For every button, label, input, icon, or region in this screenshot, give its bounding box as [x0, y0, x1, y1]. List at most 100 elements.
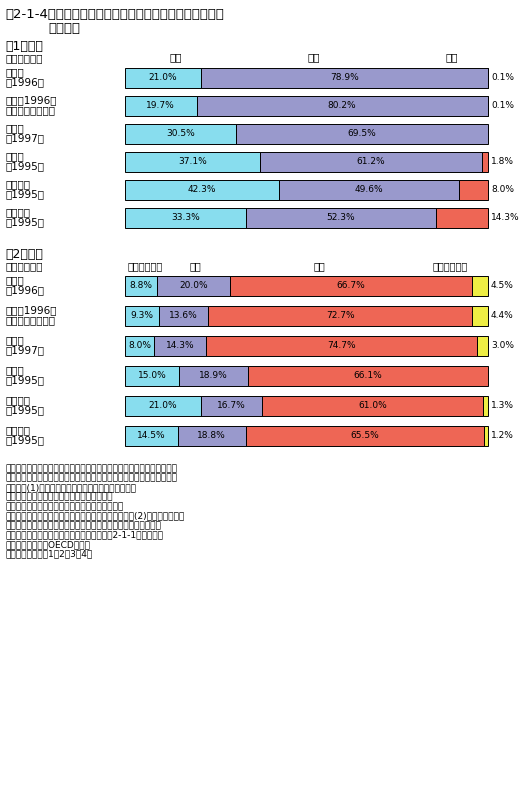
Text: 18.9%: 18.9%: [199, 372, 228, 381]
Text: 4.4%: 4.4%: [491, 312, 514, 321]
Bar: [236, 124, 488, 144]
Bar: [206, 336, 477, 356]
Text: （1995）: （1995）: [5, 217, 44, 227]
Bar: [472, 306, 488, 326]
Text: 21.0%: 21.0%: [149, 402, 177, 411]
Text: 14.3%: 14.3%: [491, 214, 519, 223]
Text: 国名（年度）: 国名（年度）: [5, 53, 42, 63]
Text: 1.3%: 1.3%: [491, 402, 514, 411]
Text: 政府研究機関: 政府研究機関: [127, 261, 162, 271]
Text: ２．(1)負担では政府と外国以外を民間とした。: ２．(1)負担では政府と外国以外を民間とした。: [5, 483, 136, 492]
Bar: [246, 208, 436, 228]
Text: ドイツ: ドイツ: [5, 365, 23, 375]
Text: 産業: 産業: [313, 261, 325, 271]
Bar: [472, 276, 488, 296]
Text: 0.1%: 0.1%: [491, 101, 514, 110]
Text: 49.6%: 49.6%: [354, 185, 383, 194]
Text: 8.0%: 8.0%: [491, 185, 514, 194]
Bar: [159, 306, 208, 326]
Text: フランス: フランス: [5, 179, 30, 189]
Text: 66.7%: 66.7%: [336, 282, 365, 291]
Text: 72.7%: 72.7%: [326, 312, 354, 321]
Text: ３．日本は四捨五入を含んだ値である。: ３．日本は四捨五入を含んだ値である。: [5, 492, 113, 501]
Text: 研究機関」の研究費は「政府研究機関」に含まれている。: 研究機関」の研究費は「政府研究機関」に含まれている。: [5, 521, 161, 530]
Text: （1996）: （1996）: [5, 77, 44, 87]
Text: 65.5%: 65.5%: [350, 432, 379, 441]
Text: 大学: 大学: [190, 261, 201, 271]
Bar: [279, 180, 459, 200]
Bar: [177, 426, 246, 446]
Text: 19.7%: 19.7%: [146, 101, 175, 110]
Text: （1）負担: （1）負担: [5, 40, 43, 53]
Text: 1.8%: 1.8%: [491, 157, 514, 167]
Text: （1997）: （1997）: [5, 133, 44, 143]
Text: 74.7%: 74.7%: [327, 342, 356, 351]
Text: （1995）: （1995）: [5, 189, 44, 199]
Text: 8.8%: 8.8%: [129, 282, 152, 291]
Bar: [484, 426, 488, 446]
Text: 14.5%: 14.5%: [137, 432, 165, 441]
Text: 18.8%: 18.8%: [197, 432, 226, 441]
Text: 4.5%: 4.5%: [491, 282, 514, 291]
Text: （1995）: （1995）: [5, 161, 44, 171]
Text: 注）１．国際比較を行うため、各国とも人文・社会科学を含めている。: 注）１．国際比較を行うため、各国とも人文・社会科学を含めている。: [5, 464, 177, 473]
Bar: [482, 152, 489, 172]
Text: 42.3%: 42.3%: [187, 185, 216, 194]
Text: 52.3%: 52.3%: [326, 214, 355, 223]
Bar: [259, 152, 482, 172]
Text: （1997）: （1997）: [5, 345, 44, 355]
Text: 13.6%: 13.6%: [169, 312, 198, 321]
Bar: [125, 336, 154, 356]
Bar: [125, 208, 246, 228]
Text: 1.2%: 1.2%: [491, 432, 514, 441]
Bar: [196, 96, 488, 116]
Text: ドイツ: ドイツ: [5, 151, 23, 161]
Bar: [125, 366, 180, 386]
Bar: [154, 336, 206, 356]
Text: （1995）: （1995）: [5, 435, 44, 445]
Text: 78.9%: 78.9%: [330, 74, 359, 83]
Text: 80.2%: 80.2%: [328, 101, 357, 110]
Bar: [246, 426, 484, 446]
Text: ４．米国の値は暦年の値で、暫定値である。: ４．米国の値は暦年の値で、暫定値である。: [5, 502, 123, 511]
Bar: [230, 276, 472, 296]
Text: 30.5%: 30.5%: [166, 130, 195, 139]
Bar: [125, 152, 259, 172]
Bar: [459, 180, 488, 200]
Text: 0.1%: 0.1%: [491, 74, 514, 83]
Text: 37.1%: 37.1%: [178, 157, 207, 167]
Text: （参照：付属資料1、2、3、4）: （参照：付属資料1、2、3、4）: [5, 549, 92, 559]
Text: フランスはOECD統計。: フランスはOECD統計。: [5, 540, 90, 549]
Text: 66.1%: 66.1%: [353, 372, 383, 381]
Text: 8.0%: 8.0%: [128, 342, 151, 351]
Text: イギリス: イギリス: [5, 425, 30, 435]
Text: ５．ドイツの値は推定値である。また、ドイツの(2)使用の「民営、: ５．ドイツの値は推定値である。また、ドイツの(2)使用の「民営、: [5, 511, 184, 521]
Bar: [477, 336, 488, 356]
Text: 20.0%: 20.0%: [179, 282, 208, 291]
Text: 国名（年度）: 国名（年度）: [5, 261, 42, 271]
Text: 民営研究機関: 民営研究機関: [432, 261, 468, 271]
Bar: [483, 396, 488, 416]
Bar: [201, 396, 262, 416]
Text: （1995）: （1995）: [5, 405, 44, 415]
Text: 日本（1996）: 日本（1996）: [5, 95, 56, 105]
Bar: [125, 396, 201, 416]
Text: 米　国: 米 国: [5, 335, 23, 345]
Bar: [125, 426, 177, 446]
Text: 日本（1996）: 日本（1996）: [5, 305, 56, 315]
Bar: [180, 366, 248, 386]
Text: 3.0%: 3.0%: [491, 342, 514, 351]
Text: フランス: フランス: [5, 395, 30, 405]
Bar: [125, 276, 157, 296]
Text: 15.0%: 15.0%: [138, 372, 167, 381]
Bar: [262, 396, 483, 416]
Bar: [436, 208, 488, 228]
Text: 政府: 政府: [170, 52, 182, 62]
Text: 資料：日本、米国、ドイツ及びイギリスは第2-1-1図に同じ。: 資料：日本、米国、ドイツ及びイギリスは第2-1-1図に同じ。: [5, 531, 163, 539]
Bar: [248, 366, 488, 386]
Text: （1995）: （1995）: [5, 375, 44, 385]
Text: 日　本: 日 本: [5, 67, 23, 77]
Bar: [208, 306, 472, 326]
Text: 21.0%: 21.0%: [149, 74, 177, 83]
Text: 14.3%: 14.3%: [165, 342, 194, 351]
